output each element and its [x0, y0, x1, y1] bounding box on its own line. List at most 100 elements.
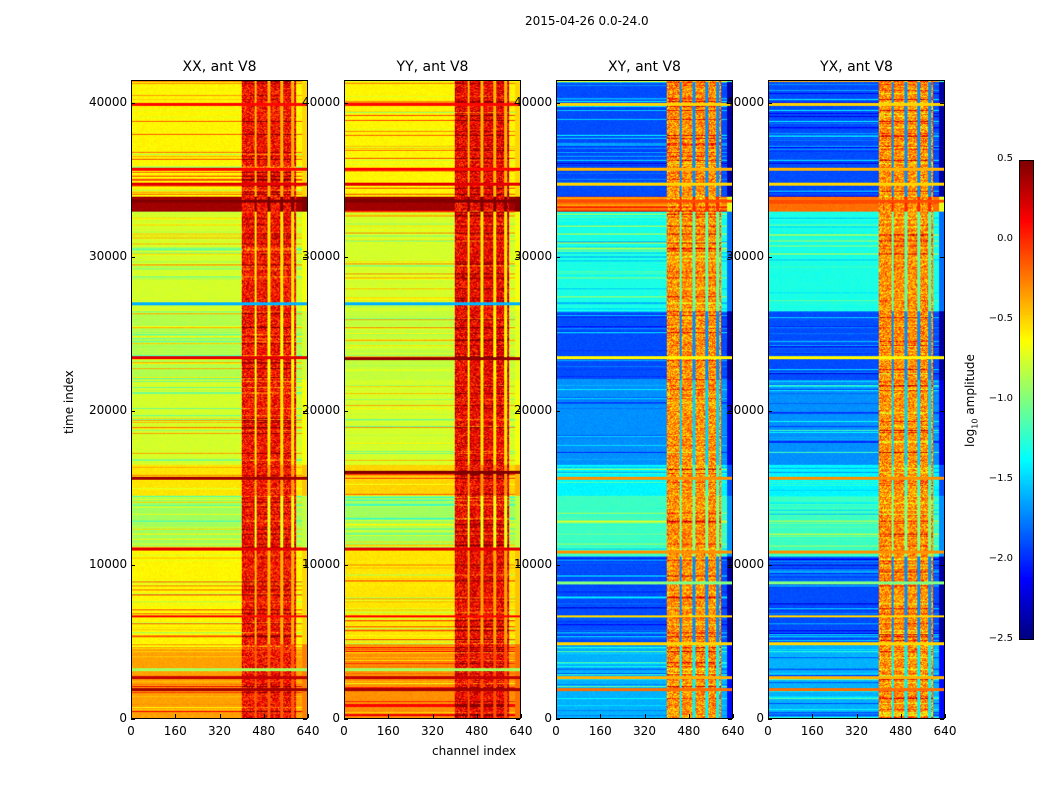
y-tick-label: 30000 [726, 249, 765, 264]
y-tick-mark [344, 719, 348, 720]
y-tick-mark [728, 257, 732, 259]
y-tick-mark [940, 257, 944, 259]
y-tick-label: 10000 [89, 557, 128, 572]
heatmap-panel [344, 80, 521, 719]
y-tick-mark [768, 103, 772, 105]
x-tick-mark [644, 714, 646, 718]
heatmap-panel [556, 80, 733, 719]
y-tick-label: 30000 [89, 249, 128, 264]
y-tick-label: 20000 [89, 403, 128, 418]
y-tick-mark [728, 565, 732, 567]
panel-title: YY, ant V8 [396, 59, 469, 75]
x-tick-label: 0 [340, 724, 348, 738]
x-tick-mark [768, 714, 769, 718]
y-tick-mark [768, 411, 772, 413]
x-tick-label: 0 [764, 724, 772, 738]
y-tick-label: 40000 [302, 95, 341, 110]
panel-title: YX, ant V8 [820, 59, 893, 75]
x-tick-label: 480 [677, 724, 701, 738]
x-tick-label: 320 [421, 724, 444, 738]
y-tick-mark [344, 411, 348, 413]
y-tick-mark [303, 257, 307, 259]
y-tick-mark [556, 565, 560, 567]
y-tick-mark [768, 719, 772, 720]
y-tick-mark [344, 565, 348, 567]
y-tick-mark [728, 103, 732, 105]
y-tick-mark [303, 103, 307, 105]
figure-title: 2015-04-26 0.0-24.0 [525, 14, 649, 28]
x-tick-mark [688, 714, 690, 718]
x-tick-label: 320 [633, 724, 656, 738]
y-tick-mark [303, 411, 307, 413]
y-tick-mark [303, 719, 307, 720]
panel-title: XX, ant V8 [182, 59, 257, 75]
panel-title: XY, ant V8 [608, 59, 681, 75]
x-tick-label: 160 [376, 724, 400, 738]
y-tick-mark [131, 411, 135, 413]
colorbar-tick-label: −2.5 [988, 633, 1013, 644]
heatmap-image [769, 81, 944, 718]
colorbar-tick-label: −0.5 [988, 313, 1013, 324]
x-tick-mark [175, 714, 177, 718]
x-tick-label: 640 [721, 724, 745, 738]
x-tick-label: 640 [296, 724, 320, 738]
y-tick-mark [344, 257, 348, 259]
colorbar-tick-label: −2.0 [988, 553, 1013, 564]
heatmap-image [132, 81, 307, 718]
x-tick-mark [308, 714, 309, 718]
y-tick-mark [131, 257, 135, 259]
y-tick-mark [940, 719, 944, 720]
x-tick-label: 480 [252, 724, 276, 738]
y-tick-mark [768, 257, 772, 259]
y-tick-label: 10000 [302, 557, 341, 572]
x-tick-mark [388, 714, 390, 718]
y-tick-mark [556, 411, 560, 413]
y-tick-label: 20000 [302, 403, 341, 418]
x-tick-label: 480 [465, 724, 489, 738]
y-tick-mark [516, 719, 520, 720]
y-tick-label: 0 [544, 711, 552, 725]
x-tick-label: 160 [800, 724, 824, 738]
y-tick-label: 30000 [514, 249, 553, 264]
y-tick-label: 40000 [514, 95, 553, 110]
y-tick-label: 0 [332, 711, 340, 725]
x-tick-label: 160 [163, 724, 187, 738]
colorbar-tick-label: −1.0 [988, 393, 1013, 404]
x-tick-mark [733, 714, 734, 718]
x-tick-mark [856, 714, 858, 718]
x-tick-mark [476, 714, 478, 718]
x-tick-label: 320 [845, 724, 868, 738]
y-tick-label: 40000 [89, 95, 128, 110]
y-tick-mark [556, 719, 560, 720]
x-tick-mark [521, 714, 522, 718]
y-tick-mark [728, 719, 732, 720]
y-tick-label: 0 [756, 711, 764, 725]
x-tick-mark [432, 714, 434, 718]
x-tick-mark [263, 714, 265, 718]
y-tick-mark [131, 103, 135, 105]
y-axis-label: time index [62, 370, 76, 434]
y-tick-mark [516, 565, 520, 567]
y-tick-mark [131, 565, 135, 567]
y-tick-mark [940, 565, 944, 567]
colorbar-label: log10 amplitude [963, 354, 980, 447]
y-tick-mark [344, 103, 348, 105]
y-tick-mark [516, 411, 520, 413]
y-tick-mark [131, 719, 135, 720]
heatmap-panel [131, 80, 308, 719]
x-tick-label: 640 [509, 724, 533, 738]
colorbar-tick-label: −1.5 [988, 473, 1013, 484]
x-tick-mark [812, 714, 814, 718]
x-tick-mark [344, 714, 345, 718]
y-tick-mark [516, 257, 520, 259]
x-tick-mark [556, 714, 557, 718]
heatmap-image [345, 81, 520, 718]
y-tick-mark [940, 103, 944, 105]
y-tick-mark [556, 257, 560, 259]
heatmap-image [557, 81, 732, 718]
y-tick-mark [728, 411, 732, 413]
y-tick-label: 10000 [726, 557, 765, 572]
y-tick-mark [516, 103, 520, 105]
colorbar-tick-label: 0.5 [997, 153, 1013, 164]
